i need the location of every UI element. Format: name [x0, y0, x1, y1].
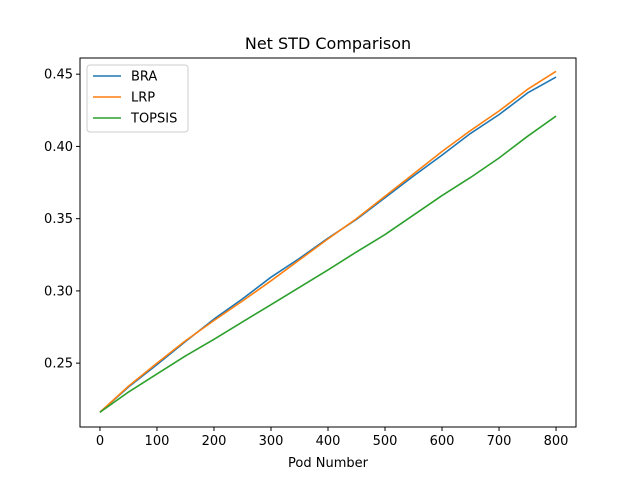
x-tick-label: 500 — [373, 434, 398, 449]
x-tick-label: 100 — [145, 434, 170, 449]
y-tick-label: 0.45 — [44, 68, 73, 83]
x-tick-label: 700 — [487, 434, 512, 449]
x-tick-label: 400 — [316, 434, 341, 449]
x-axis: 0 100 200 300 400 500 600 700 800 — [96, 427, 569, 449]
y-tick-label: 0.35 — [44, 212, 73, 227]
series-line-lrp — [99, 70, 557, 413]
x-tick-label: 800 — [544, 434, 569, 449]
chart-title: Net STD Comparison — [245, 34, 411, 53]
legend-label-bra: BRA — [131, 70, 157, 85]
legend-label-topsis: TOPSIS — [130, 112, 177, 127]
x-axis-label: Pod Number — [288, 456, 369, 471]
x-tick-label: 200 — [202, 434, 227, 449]
y-tick-label: 0.25 — [44, 357, 73, 372]
legend-box — [86, 64, 189, 133]
x-tick-label: 600 — [430, 434, 455, 449]
y-tick-label: 0.40 — [44, 140, 73, 155]
series-line-topsis — [99, 115, 557, 413]
x-tick-label: 300 — [259, 434, 284, 449]
legend: BRA LRP TOPSIS — [86, 64, 189, 133]
x-tick-label: 0 — [96, 434, 104, 449]
series-lines — [99, 70, 557, 413]
y-tick-label: 0.30 — [44, 284, 73, 299]
legend-label-lrp: LRP — [131, 91, 155, 106]
y-axis: 0.25 0.30 0.35 0.40 0.45 — [44, 68, 80, 372]
